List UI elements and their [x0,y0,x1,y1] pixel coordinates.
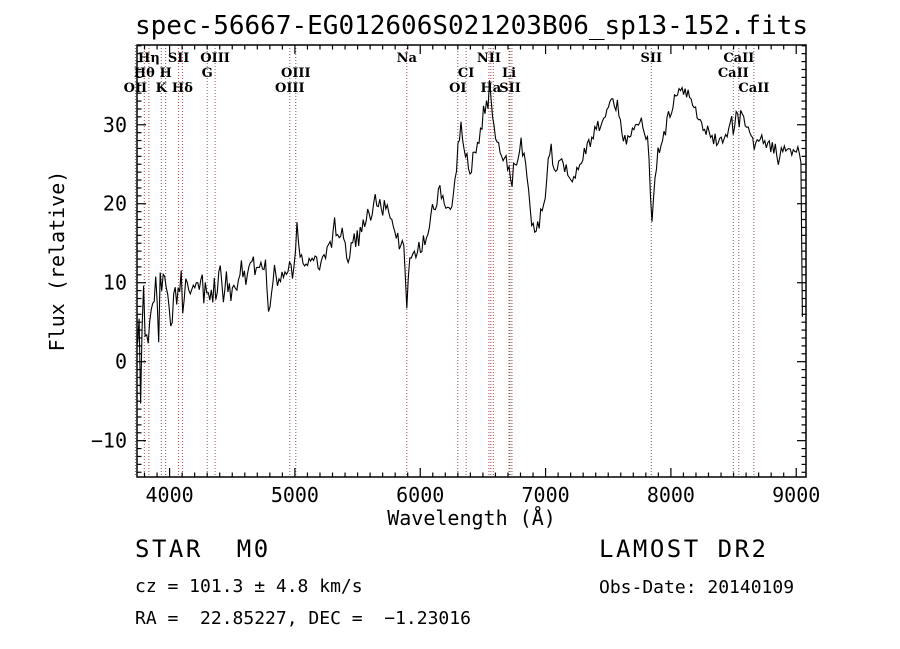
spectral-line-label: Ha [480,81,501,96]
cz-label: cz = 101.3 ± 4.8 km/s [135,576,363,597]
spectral-line-label: OII [124,81,148,96]
y-tick-label: 30 [103,113,127,137]
spectral-line-label: OI [449,81,466,96]
y-tick-label: −10 [91,429,127,453]
spectral-line-label: CI [458,66,474,81]
x-tick-label: 6000 [396,483,444,507]
spectral-line-label: Na [397,51,418,66]
y-axis-title: Flux (relative) [45,170,69,352]
spectral-line-label: OIII [275,81,305,96]
tick-labels: 4000 5000 6000 7000 8000 9000 −10 0 10 20 30 [91,113,820,507]
spectral-line-label: OIII [200,51,230,66]
plot-border [136,44,807,478]
y-tick-label: 0 [115,350,127,374]
x-axis-title: Wavelength (Å) [387,506,556,530]
y-tick-label: 10 [103,271,127,295]
subclass-text: M0 [236,535,271,563]
axis-ticks [137,45,806,477]
spectral-line-label: Hη [138,51,160,66]
x-tick-label: 5000 [271,483,319,507]
spectral-line-label: SII [641,51,663,66]
object-class-label: STAR M0 [135,535,271,563]
spectral-line-label: G [202,66,213,81]
spectrum-path [137,80,803,404]
spectral-line-label: CaII [738,81,769,96]
x-tick-label: 9000 [772,483,820,507]
spectral-line-labels: OIIHθHηKHSIIHδGOIIIOIIIOIIINaOICINIIHaLi… [124,51,770,96]
obs-date-label: Obs-Date: 20140109 [599,577,795,598]
y-tick-label: 20 [103,192,127,216]
spectral-line-label: H [159,66,171,81]
spectral-line-label: CaII [718,66,749,81]
x-tick-label: 7000 [522,483,570,507]
spectral-line-label: Hδ [172,81,193,96]
x-tick-label: 8000 [647,483,695,507]
spectral-line-label: SII [499,81,521,96]
x-tick-label: 4000 [146,483,194,507]
object-type-text: STAR [135,535,203,563]
spectral-line-label: OIII [281,66,311,81]
plot-title: spec-56667-EG012606S021203B06_sp13-152.f… [134,11,809,41]
spectral-line-label: NII [477,51,501,66]
radec-label: RA = 22.85227, DEC = −1.23016 [135,608,471,629]
spectral-line-label: K [156,81,168,96]
spectral-line-markers [134,45,755,477]
survey-label: LAMOST DR2 [599,535,769,563]
spectral-line-label: Li [502,66,516,81]
spectral-line-label: SII [168,51,190,66]
spectral-line-label: CaII [723,51,754,66]
